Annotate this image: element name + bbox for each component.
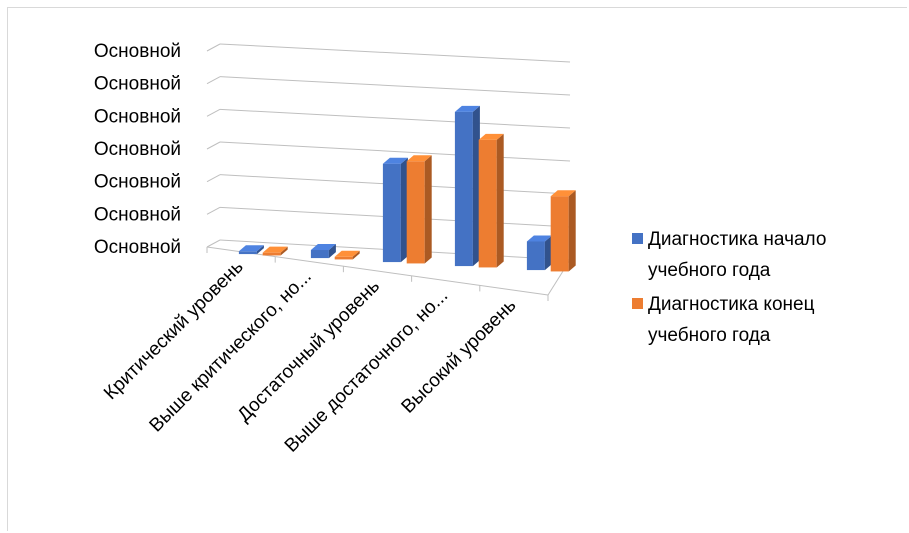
y-tick-label: Основной: [94, 204, 181, 225]
bar-top: [478, 133, 504, 140]
bar-front: [526, 241, 545, 271]
bar-side: [544, 235, 552, 271]
gridline: [219, 108, 571, 129]
legend-swatch: [632, 298, 643, 309]
bar-front: [406, 161, 425, 264]
gridline-side: [206, 43, 221, 52]
y-tick-label: Основной: [94, 139, 181, 160]
bar-top: [262, 246, 288, 253]
bar-side: [352, 250, 360, 260]
bar-top: [526, 235, 552, 242]
legend-label: Диагностика начало: [648, 229, 826, 250]
legend-label: Диагностика конец: [648, 294, 815, 315]
x-tick-label: Критический уровень: [100, 256, 248, 404]
bar-top: [334, 250, 360, 257]
bar-side: [568, 190, 576, 272]
bar-front: [550, 196, 569, 272]
bar-front: [262, 252, 281, 256]
bar-front: [334, 256, 353, 260]
bar-top: [454, 105, 480, 112]
bar-top: [406, 155, 432, 162]
bar-front: [478, 139, 497, 268]
x-tick-label: Выше критического, но...: [146, 266, 316, 436]
x-tick-label: Достаточный уровень: [234, 276, 384, 426]
bar-side: [424, 155, 432, 264]
bar-side: [400, 157, 408, 263]
bar-top: [382, 157, 408, 164]
gridline: [219, 76, 571, 96]
legend-swatch: [632, 233, 643, 244]
bar-front: [382, 163, 401, 263]
bar-side: [256, 245, 264, 255]
bar-front: [238, 251, 257, 255]
y-tick-label: Основной: [94, 237, 181, 258]
gridline-side: [206, 141, 221, 150]
legend-label: учебного года: [648, 325, 771, 346]
gridline-side: [206, 206, 221, 215]
bar-front: [310, 250, 329, 259]
bar-side: [280, 246, 288, 256]
chart-area: [7, 7, 907, 531]
x-tick-label: Выше достаточного, но...: [281, 285, 452, 456]
y-tick-label: Основной: [94, 41, 181, 62]
gridline-side: [206, 108, 221, 117]
y-tick-label: Основной: [94, 74, 181, 95]
bar-front: [454, 111, 473, 267]
bar-top: [238, 245, 264, 252]
bar-side: [328, 244, 336, 259]
bar-top: [310, 244, 336, 251]
gridline-side: [206, 174, 221, 183]
bar-side: [496, 133, 504, 268]
legend-label: учебного года: [648, 260, 771, 281]
bar-top: [550, 190, 576, 197]
y-tick-label: Основной: [94, 172, 181, 193]
gridline: [219, 43, 571, 63]
gridline: [219, 141, 571, 162]
gridline-side: [206, 76, 221, 85]
y-tick-label: Основной: [94, 106, 181, 127]
gridline-side: [206, 239, 221, 248]
bar-side: [472, 105, 480, 267]
